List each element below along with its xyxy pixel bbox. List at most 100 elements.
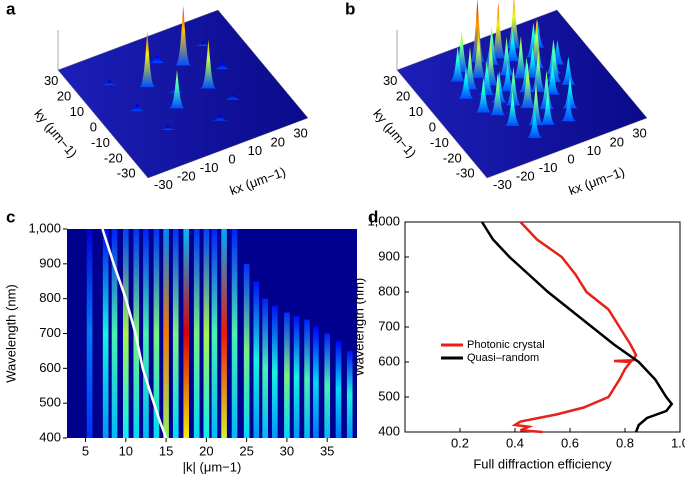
heatmap-stripe	[163, 229, 169, 438]
peak	[538, 70, 555, 110]
peak	[214, 60, 231, 70]
peak	[528, 83, 544, 126]
peak	[453, 30, 470, 73]
heatmap-stripe	[102, 229, 109, 438]
x-axis-label: Full diffraction efficiency	[473, 456, 612, 471]
heatmap-stripe	[122, 229, 129, 438]
y-axis-label: Wavelength (nm)	[3, 284, 18, 383]
heatmap-stripe	[313, 326, 319, 438]
x-axis-label: |k| (μm−1)	[183, 459, 242, 474]
heatmap-stripe	[253, 281, 260, 438]
y-tick-label: 600	[39, 360, 61, 375]
peak	[544, 63, 561, 95]
peak	[458, 67, 474, 99]
peak	[101, 79, 118, 86]
peak	[498, 36, 515, 76]
peak	[491, 71, 508, 103]
peak	[518, 57, 535, 93]
x-tick-label: 20	[609, 134, 623, 149]
legend-label: Quasi–random	[467, 352, 539, 364]
x-tick-label: 0	[567, 151, 574, 166]
heatmap-stripe	[172, 229, 179, 438]
heatmap-stripe	[193, 229, 200, 438]
peak	[560, 56, 577, 85]
x-tick-label: 20	[199, 443, 213, 458]
peak	[506, 0, 522, 49]
panel-letter: d	[368, 207, 378, 226]
peak	[530, 49, 547, 92]
x-tick-label: 20	[270, 134, 284, 149]
y-tick-label: 10	[70, 104, 84, 119]
x-tick-label: 0	[228, 151, 235, 166]
y-tick-label: 700	[378, 318, 400, 333]
x-tick-label: -30	[493, 177, 512, 192]
line	[480, 221, 674, 433]
peak	[195, 40, 211, 46]
peak	[139, 31, 156, 88]
peak	[504, 29, 521, 62]
peak	[499, 63, 516, 92]
x-tick-label: 30	[293, 126, 307, 141]
heatmap-stripe	[324, 333, 331, 438]
y-tick-label: 500	[378, 388, 400, 403]
peak	[160, 124, 176, 130]
heatmap-stripe	[231, 229, 238, 438]
peak	[528, 19, 545, 69]
y-tick-label: 400	[378, 423, 400, 438]
peak	[483, 26, 500, 65]
x-tick-label: 10	[248, 143, 262, 158]
peak	[549, 40, 566, 65]
legend-label: Photonic crystal	[467, 339, 545, 351]
y-tick-label: -10	[430, 135, 449, 150]
peak	[490, 2, 507, 59]
y-tick-label: -20	[443, 150, 462, 165]
heatmap-stripe	[143, 229, 149, 438]
heatmap-stripe	[304, 319, 310, 438]
peak	[478, 60, 495, 96]
y-tick-label: 30	[383, 73, 397, 88]
y-tick-label: 600	[378, 353, 400, 368]
x-tick-label: 25	[239, 443, 253, 458]
peak	[169, 69, 185, 109]
peak	[475, 77, 492, 113]
peak	[525, 22, 542, 58]
peak	[512, 36, 529, 79]
heatmap-stripe	[335, 340, 342, 438]
heatmap-stripe	[293, 316, 300, 438]
x-tick-label: 10	[119, 443, 133, 458]
plate	[57, 9, 309, 179]
heatmap-stripe	[262, 298, 268, 438]
heatmap-stripe	[153, 229, 160, 438]
x-tick-label: 15	[159, 443, 173, 458]
peak	[524, 46, 541, 78]
y-tick-label: 400	[39, 429, 61, 444]
y-tick-label: 0	[429, 119, 436, 134]
heatmap-stripe	[221, 229, 227, 438]
y-tick-label: 30	[44, 73, 58, 88]
x-tick-label: 0.6	[561, 435, 579, 450]
peak	[504, 90, 521, 126]
peak	[519, 62, 536, 109]
line	[511, 221, 638, 434]
curve	[101, 228, 168, 439]
y-tick-label: 700	[39, 325, 61, 340]
x-axis-label: kx (μm−1)	[228, 164, 288, 198]
y-tick-label: -20	[104, 150, 123, 165]
panel-letter: b	[345, 0, 355, 18]
y-tick-label: -10	[91, 135, 110, 150]
y-tick-label: 800	[39, 290, 61, 305]
y-tick-label: 1,000	[367, 213, 400, 228]
x-tick-label: 5	[82, 443, 89, 458]
peak	[526, 109, 543, 138]
x-tick-label: 1.0	[671, 435, 685, 450]
y-tick-label: 0	[90, 119, 97, 134]
y-tick-label: 900	[39, 255, 61, 270]
x-tick-label: -20	[516, 169, 535, 184]
peak	[149, 52, 166, 64]
y-tick-label: 800	[378, 283, 400, 298]
peak	[469, 0, 486, 63]
heatmap-stripe	[86, 229, 93, 438]
heatmap-stripe	[346, 350, 353, 438]
y-tick-label: -30	[456, 166, 475, 181]
